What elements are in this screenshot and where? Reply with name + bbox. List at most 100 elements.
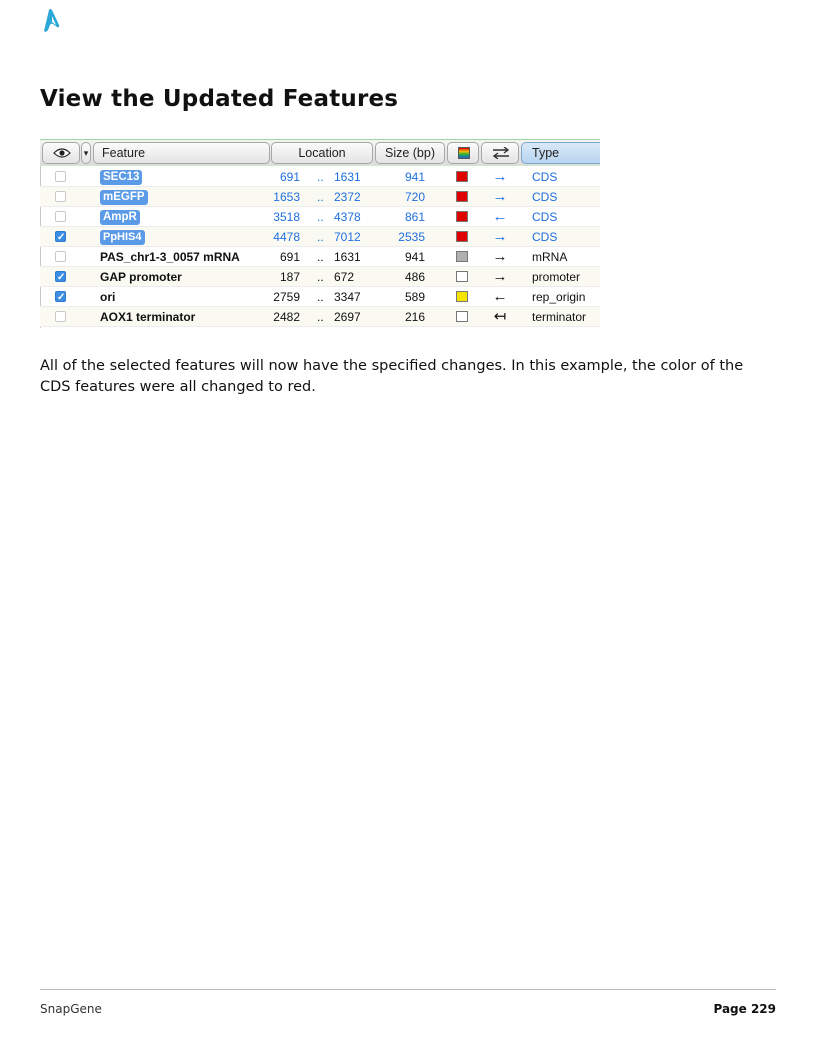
- feature-size: 589: [404, 290, 425, 304]
- feature-type: rep_origin: [532, 290, 586, 304]
- size-column-header[interactable]: Size (bp): [375, 142, 445, 164]
- location-end: 1631: [334, 170, 361, 184]
- feature-column-header[interactable]: Feature: [93, 142, 270, 164]
- location-column-header[interactable]: Location: [271, 142, 373, 164]
- snapgene-logo: [44, 9, 60, 32]
- color-swatch[interactable]: [456, 171, 468, 182]
- chevron-down-icon: ▾: [83, 148, 89, 158]
- feature-size: 941: [404, 170, 425, 184]
- location-end: 1631: [334, 250, 361, 264]
- direction-arrow-icon[interactable]: →: [492, 268, 508, 285]
- size-header-label: Size (bp): [384, 146, 436, 160]
- direction-arrow-icon[interactable]: →: [492, 188, 508, 205]
- feature-size: 216: [404, 310, 425, 324]
- feature-name: mEGFP: [100, 190, 148, 205]
- color-swatch[interactable]: [456, 231, 468, 242]
- location-end: 7012: [334, 230, 361, 244]
- row-visibility-checkbox[interactable]: [55, 171, 66, 182]
- feature-type: terminator: [532, 310, 587, 324]
- location-end: 3347: [334, 290, 361, 304]
- direction-arrow-icon[interactable]: →: [492, 228, 508, 245]
- location-end: 2372: [334, 190, 361, 204]
- location-end: 4378: [334, 210, 361, 224]
- visibility-header-button[interactable]: [42, 142, 80, 164]
- feature-type: CDS: [532, 190, 558, 204]
- location-separator: ..: [317, 270, 324, 284]
- color-column-header[interactable]: [447, 142, 479, 164]
- row-visibility-checkbox[interactable]: [55, 268, 66, 288]
- table-row[interactable]: mEGFP 1653.. 2372 720 → CDS: [40, 187, 600, 207]
- direction-arrow-icon[interactable]: ←: [492, 288, 508, 305]
- table-row[interactable]: ori 2759.. 3347 589 ← rep_origin: [40, 287, 600, 308]
- row-visibility-checkbox[interactable]: [55, 191, 66, 202]
- feature-type: mRNA: [532, 250, 568, 264]
- location-separator: ..: [317, 210, 324, 224]
- direction-arrow-icon[interactable]: →: [492, 168, 508, 185]
- feature-size: 486: [404, 270, 425, 284]
- table-row[interactable]: PpHIS4 4478.. 7012 2535 → CDS: [40, 227, 600, 248]
- color-swatch[interactable]: [456, 271, 468, 282]
- row-visibility-checkbox[interactable]: [55, 211, 66, 222]
- feature-size: 861: [404, 210, 425, 224]
- feature-size: 2535: [398, 230, 425, 244]
- feature-type: CDS: [532, 210, 558, 224]
- direction-column-header[interactable]: [481, 142, 519, 164]
- feature-header-label: Feature: [102, 146, 146, 160]
- feature-name: PAS_chr1-3_0057 mRNA: [100, 250, 240, 264]
- location-end: 672: [334, 270, 355, 284]
- location-separator: ..: [317, 310, 324, 324]
- location-start: 2759: [273, 290, 300, 304]
- visibility-dropdown-button[interactable]: ▾: [81, 142, 91, 164]
- feature-size: 720: [404, 190, 425, 204]
- location-start: 691: [279, 250, 300, 264]
- type-column-header[interactable]: Type: [521, 142, 600, 164]
- location-start: 3518: [273, 210, 300, 224]
- color-swatch[interactable]: [456, 311, 468, 322]
- swap-arrows-icon: [492, 147, 510, 159]
- location-start: 2482: [273, 310, 300, 324]
- row-visibility-checkbox[interactable]: [55, 228, 66, 248]
- table-left-border: [40, 166, 41, 328]
- location-start: 187: [279, 270, 300, 284]
- feature-name: AOX1 terminator: [100, 310, 196, 324]
- feature-name: ori: [100, 290, 116, 304]
- color-swatch[interactable]: [456, 211, 468, 222]
- location-end: 2697: [334, 310, 361, 324]
- table-row[interactable]: SEC13 691.. 1631 941 → CDS: [40, 167, 600, 187]
- location-separator: ..: [317, 230, 324, 244]
- direction-arrow-icon[interactable]: →: [492, 248, 508, 265]
- table-row[interactable]: PAS_chr1-3_0057 mRNA 691.. 1631 941 → mRNA: [40, 247, 600, 267]
- footer-divider: [40, 989, 776, 990]
- table-row[interactable]: AmpR 3518.. 4378 861 ← CDS: [40, 207, 600, 227]
- feature-type: CDS: [532, 170, 558, 184]
- location-separator: ..: [317, 250, 324, 264]
- location-separator: ..: [317, 170, 324, 184]
- row-visibility-checkbox[interactable]: [55, 288, 66, 308]
- row-visibility-checkbox[interactable]: [55, 311, 66, 322]
- feature-name: PpHIS4: [100, 230, 145, 245]
- feature-name: AmpR: [100, 210, 140, 225]
- location-separator: ..: [317, 190, 324, 204]
- location-header-label: Location: [298, 146, 346, 160]
- location-start: 1653: [273, 190, 300, 204]
- feature-size: 941: [404, 250, 425, 264]
- type-header-label: Type: [532, 146, 560, 160]
- color-swatch[interactable]: [456, 191, 468, 202]
- location-start: 4478: [273, 230, 300, 244]
- feature-name: GAP promoter: [100, 270, 182, 284]
- color-spectrum-icon: [458, 147, 470, 159]
- table-header: ▾ Feature Location Size (bp) Type: [40, 139, 600, 166]
- features-table: ▾ Feature Location Size (bp) Type SEC13 6…: [40, 139, 600, 328]
- table-row[interactable]: AOX1 terminator 2482.. 2697 216 ↤ terminator: [40, 307, 600, 327]
- direction-arrow-icon[interactable]: ↤: [493, 308, 507, 325]
- feature-type: promoter: [532, 270, 581, 284]
- body-paragraph: All of the selected features will now ha…: [40, 358, 744, 395]
- row-visibility-checkbox[interactable]: [55, 251, 66, 262]
- color-swatch[interactable]: [456, 251, 468, 262]
- table-row[interactable]: GAP promoter 187.. 672 486 → promoter: [40, 267, 600, 288]
- section-heading: View the Updated Features: [40, 86, 399, 112]
- eye-icon: [53, 148, 71, 158]
- feature-type: CDS: [532, 230, 558, 244]
- color-swatch[interactable]: [456, 291, 468, 302]
- direction-arrow-icon[interactable]: ←: [492, 208, 508, 225]
